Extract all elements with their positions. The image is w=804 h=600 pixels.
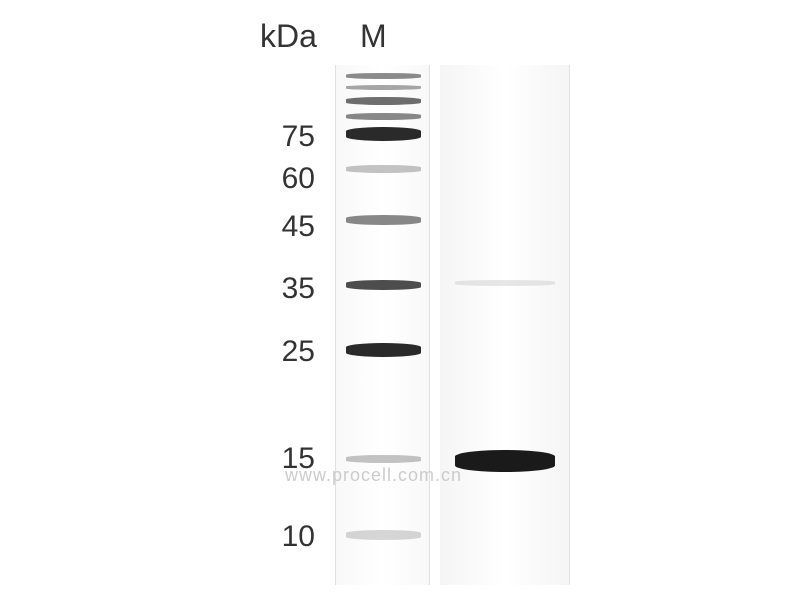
- marker-band: [346, 85, 421, 90]
- sample-band: [455, 450, 555, 472]
- marker-label-45: 45: [255, 210, 315, 244]
- marker-label-10: 10: [255, 520, 315, 554]
- marker-band: [346, 97, 421, 105]
- marker-band: [346, 215, 421, 225]
- sample-lane: [440, 65, 570, 585]
- marker-band: [346, 127, 421, 141]
- gel-image: kDa M 75604535251510: [180, 10, 630, 590]
- marker-band: [346, 280, 421, 290]
- marker-label-35: 35: [255, 272, 315, 306]
- marker-label-75: 75: [255, 120, 315, 154]
- marker-band: [346, 165, 421, 173]
- marker-band: [346, 530, 421, 540]
- sample-band: [455, 280, 555, 286]
- marker-label-60: 60: [255, 162, 315, 196]
- unit-label: kDa: [260, 18, 317, 55]
- marker-band: [346, 113, 421, 120]
- marker-lane-label: M: [360, 18, 387, 55]
- marker-lane: [335, 65, 430, 585]
- watermark-text: www.procell.com.cn: [285, 465, 462, 486]
- marker-band: [346, 73, 421, 79]
- marker-band: [346, 455, 421, 463]
- marker-label-25: 25: [255, 335, 315, 369]
- marker-band: [346, 343, 421, 357]
